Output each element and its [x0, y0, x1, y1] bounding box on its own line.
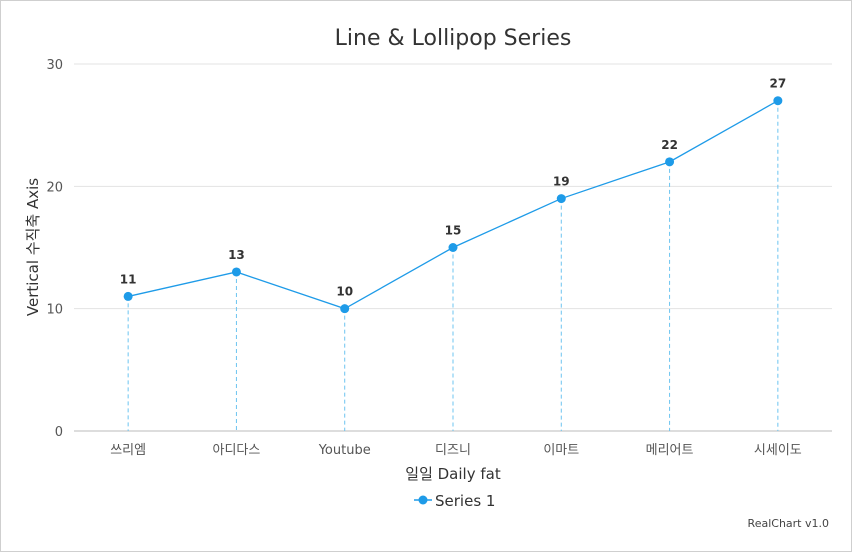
credit-label: RealChart v1.0	[748, 517, 829, 530]
x-tick-label: 쓰리엠	[110, 443, 146, 458]
x-tick-label: 이마트	[543, 443, 579, 458]
legend-point-marker	[418, 495, 428, 505]
y-tick-label: 10	[46, 303, 63, 318]
legend-label: Series 1	[435, 492, 495, 510]
y-tick-label: 20	[46, 180, 63, 195]
chart-title: Line & Lollipop Series	[335, 26, 572, 51]
data-label: 11	[120, 272, 137, 286]
x-tick-label: 메리어트	[646, 443, 694, 458]
data-label: 13	[228, 248, 245, 262]
data-points	[123, 96, 783, 314]
lollipop-stems	[127, 100, 779, 431]
y-tick-label: 30	[46, 58, 63, 73]
data-point	[340, 304, 350, 314]
data-point	[773, 96, 783, 106]
data-label: 19	[553, 175, 570, 189]
x-tick-label: 아디다스	[213, 443, 261, 458]
x-axis-title: 일일 Daily fat	[405, 465, 501, 483]
y-axis-title: Vertical 수직축 Axis	[24, 178, 42, 316]
data-point	[448, 243, 458, 252]
x-axis-ticks: 쓰리엠 아디다스 Youtube 디즈니 이마트 메리어트 시세이도	[110, 443, 802, 458]
data-point	[231, 267, 241, 277]
legend[interactable]: Series 1	[414, 492, 495, 510]
y-axis-ticks: 0 10 20 30	[46, 58, 63, 440]
y-tick-label: 0	[55, 425, 63, 440]
data-label: 15	[445, 224, 462, 238]
data-label: 22	[661, 138, 678, 152]
x-tick-label: 시세이도	[754, 443, 802, 458]
data-point	[123, 291, 133, 301]
data-label: 10	[336, 285, 353, 299]
x-tick-label: Youtube	[318, 443, 371, 458]
data-labels: 11 13 10 15 19 22 27	[120, 77, 786, 299]
x-tick-label: 디즈니	[435, 443, 471, 458]
data-label: 27	[770, 77, 787, 91]
data-point	[665, 157, 675, 167]
data-point	[556, 194, 566, 204]
